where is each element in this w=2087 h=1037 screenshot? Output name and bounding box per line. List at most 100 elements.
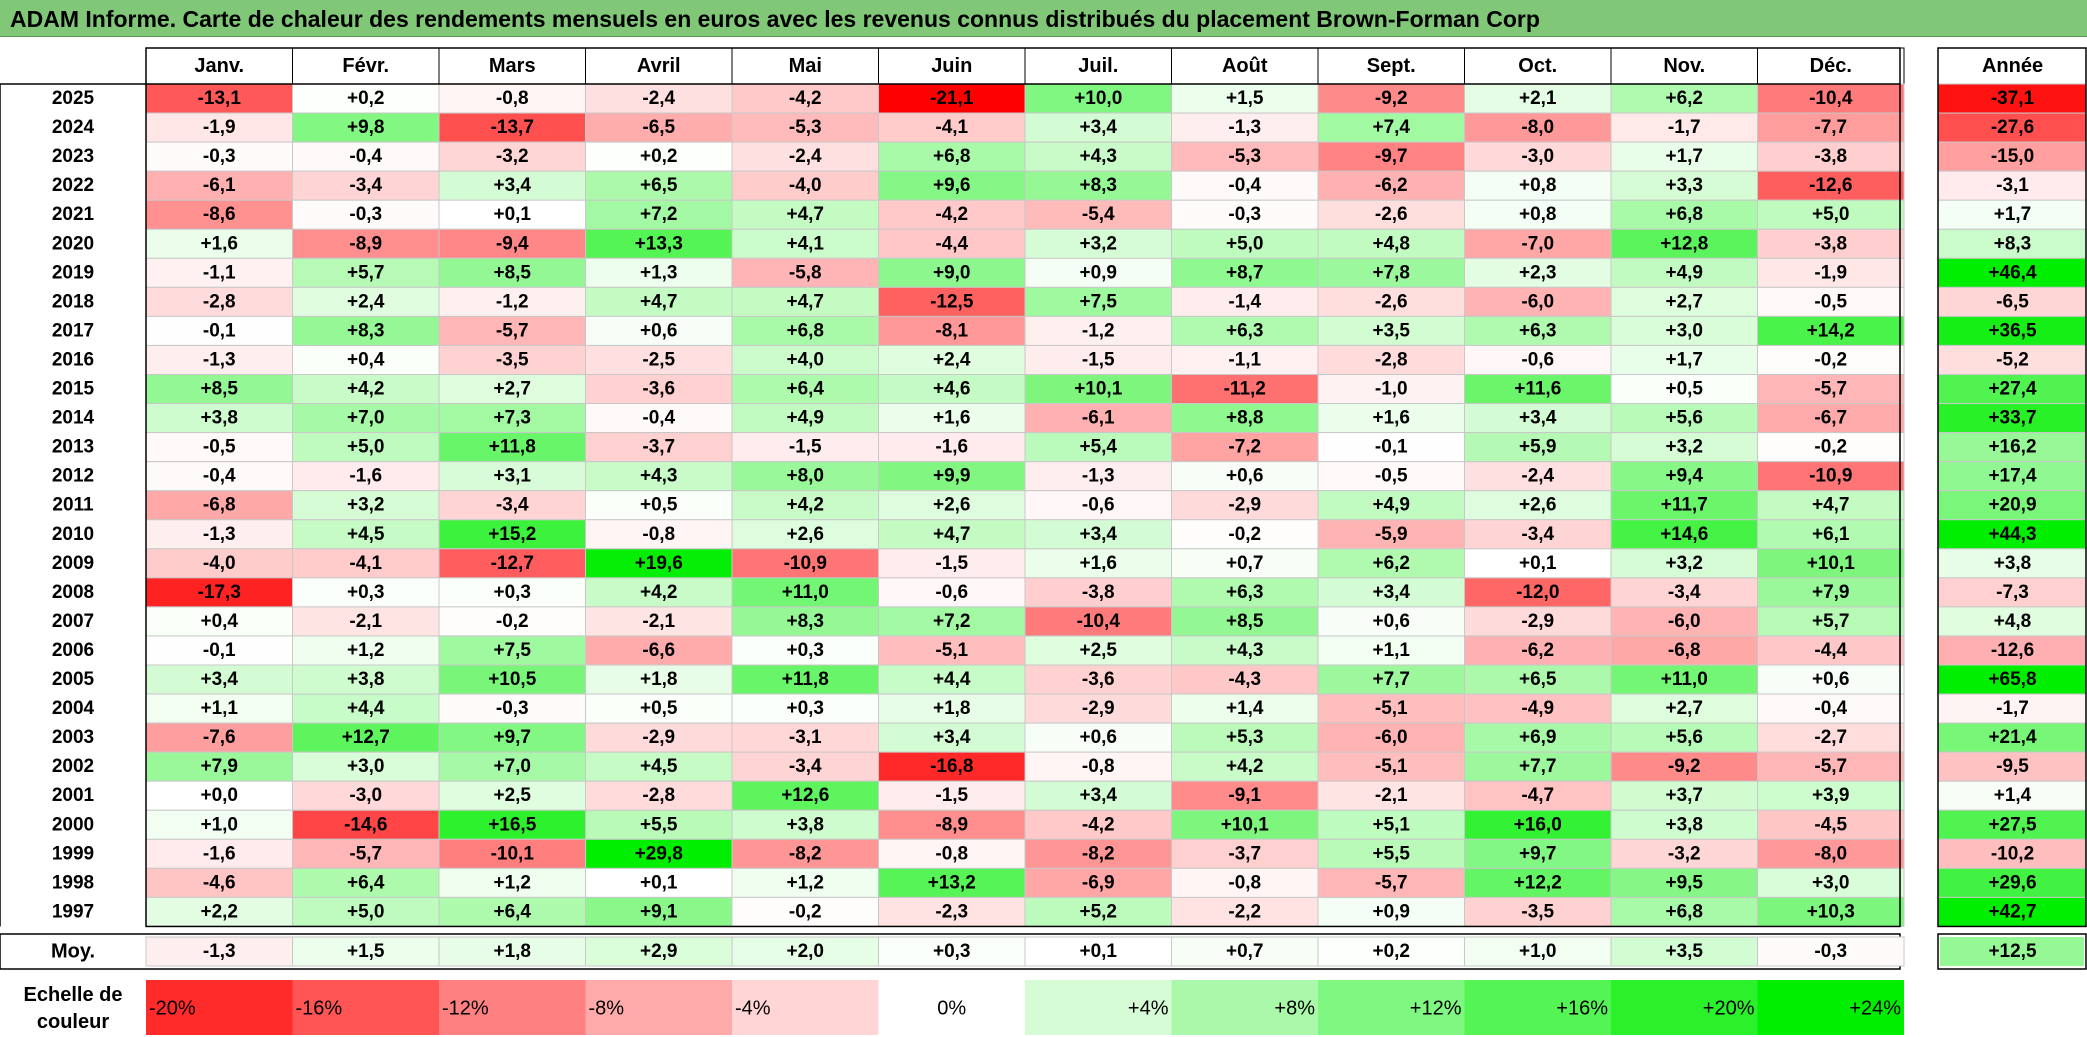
table-row: 2000 +1,0 -14,6 +16,5 +5,5 +3,8 -8,9 -4,2 +10,1 +… — [52, 809, 2087, 840]
color-scale: Echelle de couleur -20% -16% -12% -8% -4% 0% +4%… — [24, 980, 1904, 1035]
month-header: Mars — [438, 47, 586, 85]
svg-text:+5,3: +5,3 — [1226, 727, 1264, 748]
svg-text:+5,0: +5,0 — [1812, 204, 1850, 225]
annual-cell: +16,2 — [1937, 432, 2087, 463]
heatmap-cell: -8,1 — [878, 315, 1026, 346]
svg-text:-2,2: -2,2 — [1228, 901, 1261, 922]
heatmap-cell: -6,7 — [1757, 403, 1905, 434]
annual-cell: +1,4 — [1937, 780, 2087, 811]
svg-text:+0,9: +0,9 — [1079, 262, 1117, 283]
heatmap-cell: +0,0 — [145, 780, 293, 811]
svg-text:-4,4: -4,4 — [935, 233, 968, 254]
svg-text:+0,2: +0,2 — [1372, 941, 1410, 962]
heatmap-cell: +8,7 — [1171, 257, 1319, 288]
average-cell: +1,5 — [292, 936, 440, 967]
svg-text:-2,9: -2,9 — [1228, 495, 1261, 516]
heatmap-cell: +10,3 — [1757, 896, 1905, 927]
heatmap-cell: +4,8 — [1317, 228, 1465, 259]
heatmap-cell: -6,9 — [1024, 867, 1172, 898]
year-label: 2023 — [52, 146, 94, 167]
heatmap-cell: +4,4 — [292, 693, 440, 724]
heatmap-cell: +4,1 — [731, 228, 879, 259]
svg-text:+7,7: +7,7 — [1519, 756, 1557, 777]
heatmap-cell: -0,2 — [1757, 344, 1905, 376]
svg-text:+0,1: +0,1 — [1519, 553, 1557, 574]
svg-text:+6,9: +6,9 — [1519, 727, 1557, 748]
svg-text:+7,0: +7,0 — [347, 408, 385, 429]
month-header: Nov. — [1610, 47, 1758, 85]
heatmap-cell: +3,0 — [1610, 315, 1758, 346]
svg-text:+12,6: +12,6 — [781, 785, 829, 806]
heatmap-cell: -0,8 — [878, 838, 1026, 869]
heatmap-cell: +6,8 — [731, 315, 879, 346]
table-row: 2025 -13,1 +0,2 -0,8 -2,4 -4,2 -21,1 +10,0 +1,5 -… — [52, 83, 2087, 114]
svg-text:+13,2: +13,2 — [928, 872, 976, 893]
svg-text:Févr.: Févr. — [342, 55, 389, 77]
average-row: Moy. -1,3 +1,5 +1,8 +2,9 +2,0 +0,3 +0,1 +0,7 +0,2… — [0, 933, 1905, 970]
heatmap-cell: -0,5 — [1757, 286, 1905, 317]
heatmap-cell: +0,8 — [1464, 199, 1612, 230]
svg-text:+8,0: +8,0 — [786, 466, 824, 487]
svg-text:+7,3: +7,3 — [493, 408, 531, 429]
heatmap-cell: -2,8 — [145, 286, 293, 317]
svg-text:+0,2: +0,2 — [640, 146, 678, 167]
heatmap-cell: -1,5 — [1024, 344, 1172, 376]
svg-text:-3,7: -3,7 — [1228, 843, 1261, 864]
heatmap-cell: +6,8 — [1610, 896, 1758, 927]
heatmap-cell: -8,0 — [1757, 838, 1905, 869]
heatmap-cell: -2,1 — [292, 606, 440, 637]
heatmap-cell: +2,6 — [878, 490, 1026, 521]
svg-text:+7,2: +7,2 — [640, 204, 678, 225]
svg-text:+4,2: +4,2 — [786, 495, 824, 516]
svg-text:-1,7: -1,7 — [1996, 698, 2029, 719]
svg-text:+10,0: +10,0 — [1074, 88, 1122, 109]
svg-text:-1,9: -1,9 — [203, 117, 236, 138]
svg-text:+5,0: +5,0 — [1226, 233, 1264, 254]
heatmap-cell: -3,5 — [438, 344, 586, 376]
svg-text:+0,9: +0,9 — [1372, 901, 1410, 922]
heatmap-cell: -7,7 — [1757, 112, 1905, 143]
svg-text:+9,5: +9,5 — [1665, 872, 1703, 893]
heatmap-cell: +6,4 — [292, 867, 440, 898]
heatmap-cell: -4,4 — [878, 228, 1026, 259]
table-row: 2020 +1,6 -8,9 -9,4 +13,3 +4,1 -4,4 +3,2 +5,0 +4,… — [52, 228, 2087, 259]
svg-text:-1,3: -1,3 — [203, 349, 236, 370]
svg-text:Juil.: Juil. — [1078, 55, 1118, 77]
svg-text:-5,2: -5,2 — [1996, 349, 2029, 370]
table-row: 2014 +3,8 +7,0 +7,3 -0,4 +4,9 +1,6 -6,1 +8,8 +1,6… — [52, 403, 2087, 434]
heatmap-cell: +6,3 — [1464, 315, 1612, 346]
svg-text:Juin: Juin — [931, 55, 972, 77]
heatmap-cell: -0,8 — [1024, 751, 1172, 782]
svg-text:+11,8: +11,8 — [489, 437, 536, 458]
svg-text:-6,5: -6,5 — [1996, 291, 2029, 312]
heatmap-cell: +1,6 — [145, 228, 293, 259]
heatmap-cell: +15,2 — [438, 519, 586, 550]
svg-text:+0,6: +0,6 — [1079, 727, 1117, 748]
heatmap-cell: -2,6 — [1317, 286, 1465, 317]
svg-text:-9,2: -9,2 — [1375, 88, 1408, 109]
heatmap-cell: -1,1 — [1171, 344, 1319, 376]
heatmap-cell: +3,9 — [1757, 780, 1905, 811]
svg-text:+3,2: +3,2 — [1665, 553, 1703, 574]
svg-text:+3,0: +3,0 — [1665, 320, 1703, 341]
average-annual-cell: +12,5 — [1937, 933, 2087, 970]
svg-text:-5,1: -5,1 — [1375, 756, 1408, 777]
svg-text:-0,3: -0,3 — [496, 698, 529, 719]
table-row: 1999 -1,6 -5,7 -10,1 +29,8 -8,2 -0,8 -8,2 -3,7 +5… — [52, 838, 2087, 869]
svg-text:+8%: +8% — [1274, 998, 1315, 1020]
svg-text:+3,2: +3,2 — [1665, 437, 1703, 458]
svg-text:-1,2: -1,2 — [1082, 320, 1115, 341]
table-row: 2021 -8,6 -0,3 +0,1 +7,2 +4,7 -4,2 -5,4 -0,3 -2,6… — [52, 199, 2087, 230]
svg-text:-3,0: -3,0 — [349, 785, 382, 806]
table-row: 2008 -17,3 +0,3 +0,3 +4,2 +11,0 -0,6 -3,8 +6,3 +3… — [52, 577, 2087, 608]
heatmap-cell: +7,5 — [1024, 286, 1172, 317]
svg-text:-0,4: -0,4 — [642, 408, 675, 429]
svg-text:+3,4: +3,4 — [493, 175, 531, 196]
average-cell: +1,0 — [1464, 936, 1612, 967]
svg-text:+1,2: +1,2 — [347, 640, 385, 661]
svg-text:-2,9: -2,9 — [1082, 698, 1115, 719]
heatmap-cell: +4,4 — [878, 664, 1026, 695]
svg-text:-4,7: -4,7 — [1521, 785, 1554, 806]
heatmap-cell: +0,5 — [1610, 374, 1758, 405]
svg-text:-7,7: -7,7 — [1814, 117, 1847, 138]
